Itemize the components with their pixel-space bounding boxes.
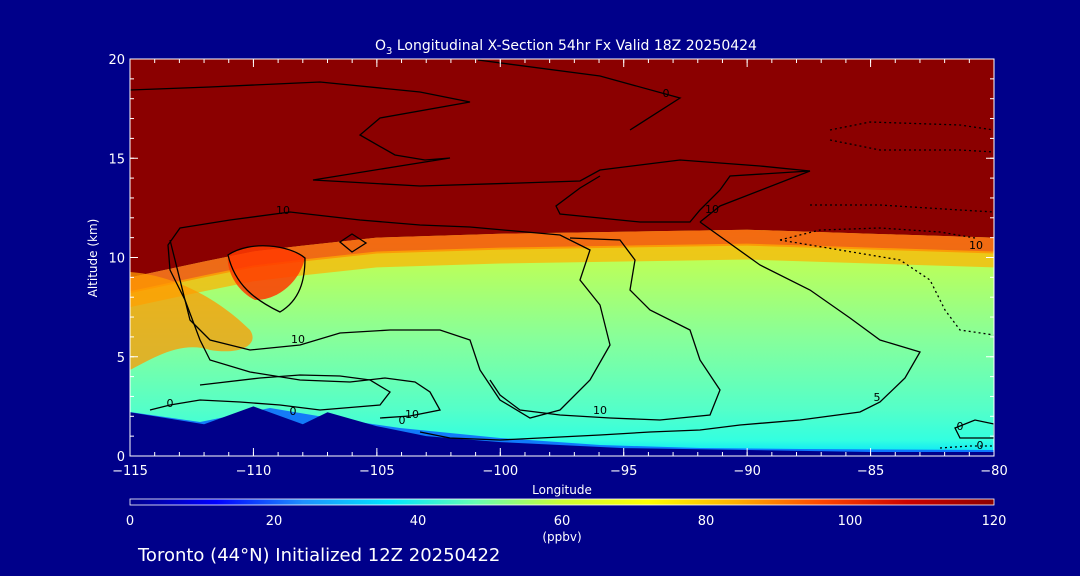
contour-line-5 bbox=[338, 233, 368, 253]
y-tick-label: 0 bbox=[117, 450, 125, 465]
contour-line-9 bbox=[419, 221, 921, 441]
x-tick-label: −100 bbox=[482, 464, 518, 479]
contour-label: 0 bbox=[399, 414, 406, 427]
x-tick-label: −85 bbox=[857, 464, 884, 479]
y-tick-label: 20 bbox=[108, 53, 125, 68]
colorbar-strip bbox=[129, 498, 995, 506]
contour-line-8 bbox=[489, 237, 721, 421]
contour-line-4 bbox=[227, 245, 306, 313]
contour-line-1 bbox=[477, 59, 682, 131]
footer-label: Toronto (44°N) Initialized 12Z 20250422 bbox=[137, 545, 500, 566]
x-tick-label: −115 bbox=[112, 464, 148, 479]
tropopause-transition-lower bbox=[130, 243, 994, 308]
y-tick-label: 10 bbox=[108, 252, 125, 267]
chart-title: O3 Longitudinal X-Section 54hr Fx Valid … bbox=[375, 38, 757, 57]
plot-area bbox=[130, 59, 994, 456]
stratosphere-region bbox=[130, 59, 994, 278]
x-tick-label: −95 bbox=[610, 464, 637, 479]
contour-label: 10 bbox=[593, 404, 607, 417]
contour-line-15 bbox=[954, 419, 994, 439]
x-tick-label: −110 bbox=[236, 464, 272, 479]
colorbar-tick-label: 100 bbox=[838, 514, 863, 529]
contour-label: 10 bbox=[969, 239, 983, 252]
contour-line-6 bbox=[169, 239, 442, 419]
contour-label: 5 bbox=[874, 391, 881, 404]
contour-line-10 bbox=[829, 121, 994, 131]
contour-label: 0 bbox=[977, 439, 984, 452]
contour-label: 10 bbox=[291, 333, 305, 346]
contour-line-2 bbox=[699, 170, 811, 223]
contour-line-16 bbox=[939, 445, 994, 449]
colorbar-tick-label: 40 bbox=[410, 514, 427, 529]
contour-line-12 bbox=[810, 204, 994, 213]
contour-label: 0 bbox=[957, 420, 964, 433]
colorbar-tick-label: 80 bbox=[698, 514, 715, 529]
colorbar-tick-label: 120 bbox=[982, 514, 1007, 529]
x-axis-label: Longitude bbox=[532, 483, 592, 497]
terrain bbox=[130, 406, 994, 456]
colorbar-tick-label: 0 bbox=[126, 514, 134, 529]
colorbar: 0 20 40 60 80 100 120 bbox=[126, 498, 1007, 529]
contour-line-13 bbox=[779, 227, 976, 241]
colorbar-tick-label: 20 bbox=[266, 514, 283, 529]
colorbar-tick-label: 60 bbox=[554, 514, 571, 529]
upper-ozone-lobe bbox=[227, 245, 305, 300]
axes: −115 −110 −105 −100 −95 −90 −85 −80 0 5 10 15 20 bbox=[108, 53, 1007, 479]
contour-label: 10 bbox=[405, 408, 419, 421]
x-tick-label: −105 bbox=[359, 464, 395, 479]
contour-label: 10 bbox=[705, 203, 719, 216]
y-tick-label: 15 bbox=[108, 152, 125, 167]
contour-label: 10 bbox=[276, 204, 290, 217]
contour-label: 0 bbox=[167, 397, 174, 410]
contour-label: 0 bbox=[290, 405, 297, 418]
contour-line-14 bbox=[779, 239, 994, 336]
y-axis-label: Altitude (km) bbox=[86, 219, 100, 298]
x-tick-label: −80 bbox=[980, 464, 1007, 479]
contour-line-0 bbox=[130, 81, 811, 223]
contour-line-11 bbox=[829, 139, 994, 153]
contour-label: 0 bbox=[663, 87, 670, 100]
contour-line-3 bbox=[167, 211, 611, 419]
colorbar-units: (ppbv) bbox=[542, 530, 581, 544]
contour-line-7 bbox=[149, 374, 391, 411]
y-tick-label: 5 bbox=[117, 351, 125, 366]
x-tick-label: −90 bbox=[733, 464, 760, 479]
